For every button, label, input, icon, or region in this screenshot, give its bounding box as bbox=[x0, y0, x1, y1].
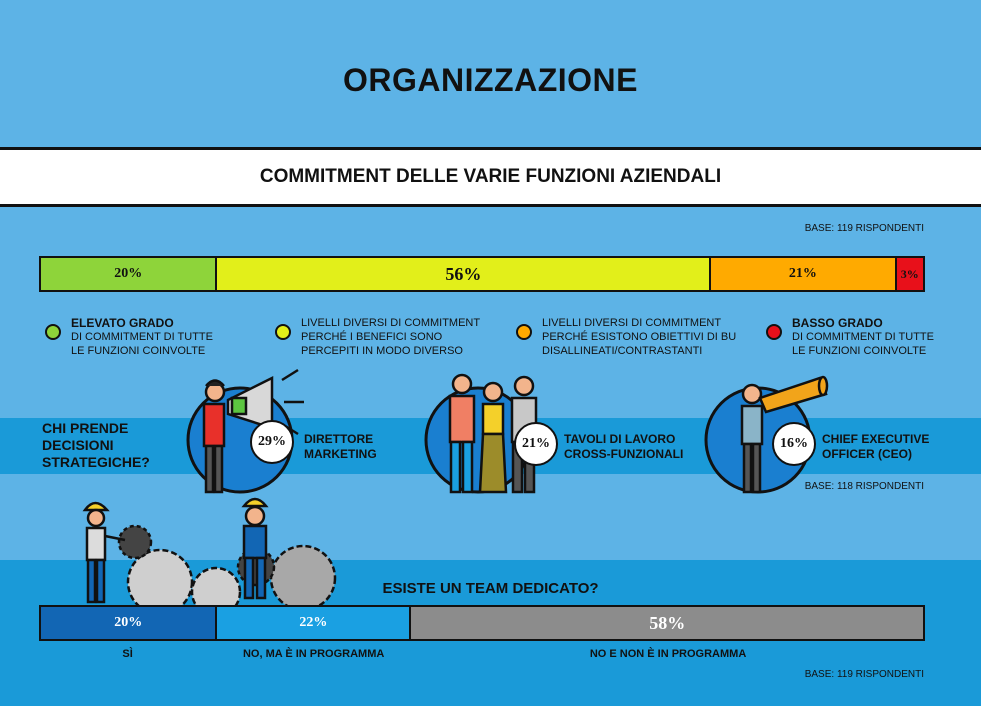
legend-item-elevato: ELEVATO GRADO DI COMMITMENT DI TUTTE LE … bbox=[45, 316, 213, 358]
legend-line: LE FUNZIONI COINVOLTE bbox=[792, 345, 927, 357]
team-stacked-bar: 20% 22% 58% bbox=[39, 605, 925, 641]
pct-badge-ceo: 16% bbox=[772, 422, 816, 466]
commitment-segment-3: 3% bbox=[896, 258, 923, 290]
decision-label-line: CHIEF EXECUTIVE bbox=[822, 432, 930, 446]
legend-item-basso: BASSO GRADO DI COMMITMENT DI TUTTE LE FU… bbox=[766, 316, 934, 358]
legend-line: PERCHÉ ESISTONO OBIETTIVI DI BU bbox=[542, 331, 737, 343]
legend-title: ELEVATO GRADO bbox=[71, 316, 174, 330]
page-title: ORGANIZZAZIONE bbox=[343, 62, 638, 98]
legend-line: DI COMMITMENT DI TUTTE bbox=[792, 331, 934, 343]
commitment-segment-label: 21% bbox=[788, 266, 817, 281]
decision-label-line: OFFICER (CEO) bbox=[822, 447, 912, 461]
team-segment-0: 20% bbox=[41, 607, 218, 639]
legend-dot-orange bbox=[516, 324, 532, 340]
legend-dot-yellow bbox=[275, 324, 291, 340]
gears-illustration bbox=[117, 524, 337, 618]
team-question: ESISTE UN TEAM DEDICATO? bbox=[382, 580, 599, 597]
decision-question-line: DECISIONI bbox=[42, 437, 114, 453]
legend-dot-green bbox=[45, 324, 61, 340]
pct-badge-marketing: 29% bbox=[250, 420, 294, 464]
legend-line: DISALLINEATI/CONTRASTANTI bbox=[542, 345, 703, 357]
telescope-person-icon bbox=[740, 375, 829, 494]
legend-line: LE FUNZIONI COINVOLTE bbox=[71, 345, 206, 357]
decision-label-marketing: DIRETTORE MARKETING bbox=[304, 432, 377, 462]
base-note-team: BASE: 119 RISPONDENTI bbox=[804, 669, 924, 680]
decision-label-ceo: CHIEF EXECUTIVE OFFICER (CEO) bbox=[822, 432, 929, 462]
team-segment-1: 22% bbox=[217, 607, 412, 639]
decision-question-line: CHI PRENDE bbox=[42, 420, 129, 436]
legend-line: PERCEPITI IN MODO DIVERSO bbox=[301, 345, 463, 357]
decision-question-line: STRATEGICHE? bbox=[42, 454, 150, 470]
commitment-segment-label: 56% bbox=[445, 263, 482, 284]
legend-line: LIVELLI DIVERSI DI COMMITMENT bbox=[301, 317, 481, 329]
commitment-segment-label: 3% bbox=[900, 266, 919, 281]
decision-label-line: CROSS-FUNZIONALI bbox=[564, 447, 684, 461]
worker-right-icon bbox=[241, 497, 269, 600]
decision-label-tavoli: TAVOLI DI LAVORO CROSS-FUNZIONALI bbox=[564, 432, 683, 462]
worker-left-icon bbox=[82, 501, 126, 604]
pct-badge-tavoli: 21% bbox=[514, 422, 558, 466]
decision-label-line: DIRETTORE bbox=[304, 432, 374, 446]
decision-label-line: TAVOLI DI LAVORO bbox=[564, 432, 676, 446]
team-segment-label: 22% bbox=[299, 615, 328, 630]
commitment-segment-0: 20% bbox=[41, 258, 218, 290]
commitment-segment-label: 20% bbox=[114, 266, 143, 281]
legend-title: BASSO GRADO bbox=[792, 316, 883, 330]
team-category-label: NO, MA È IN PROGRAMMA bbox=[242, 648, 385, 660]
legend-line: PERCHÉ I BENEFICI SONO bbox=[301, 331, 443, 343]
commitment-segment-1: 56% bbox=[217, 258, 712, 290]
team-category-label: SÌ bbox=[122, 648, 133, 660]
team-segment-label: 58% bbox=[649, 612, 686, 633]
legend-dot-red bbox=[766, 324, 782, 340]
team-segment-2: 58% bbox=[411, 607, 923, 639]
commitment-segment-2: 21% bbox=[711, 258, 897, 290]
legend-item-obiettivi: LIVELLI DIVERSI DI COMMITMENT PERCHÉ ESI… bbox=[516, 316, 736, 358]
base-note-commitment: BASE: 119 RISPONDENTI bbox=[804, 223, 924, 234]
legend-line: LIVELLI DIVERSI DI COMMITMENT bbox=[542, 317, 722, 329]
decision-question: CHI PRENDE DECISIONI STRATEGICHE? bbox=[42, 420, 172, 471]
section-subtitle: COMMITMENT DELLE VARIE FUNZIONI AZIENDAL… bbox=[0, 147, 981, 207]
legend-line: DI COMMITMENT DI TUTTE bbox=[71, 331, 213, 343]
commitment-stacked-bar: 20% 56% 21% 3% bbox=[39, 256, 925, 292]
base-note-decision: BASE: 118 RISPONDENTI bbox=[804, 481, 924, 492]
decision-label-line: MARKETING bbox=[304, 447, 377, 461]
legend-item-benefici: LIVELLI DIVERSI DI COMMITMENT PERCHÉ I B… bbox=[275, 316, 480, 358]
megaphone-person-icon bbox=[202, 368, 304, 494]
team-segment-label: 20% bbox=[114, 615, 143, 630]
team-category-label: NO E NON È IN PROGRAMMA bbox=[589, 648, 747, 660]
